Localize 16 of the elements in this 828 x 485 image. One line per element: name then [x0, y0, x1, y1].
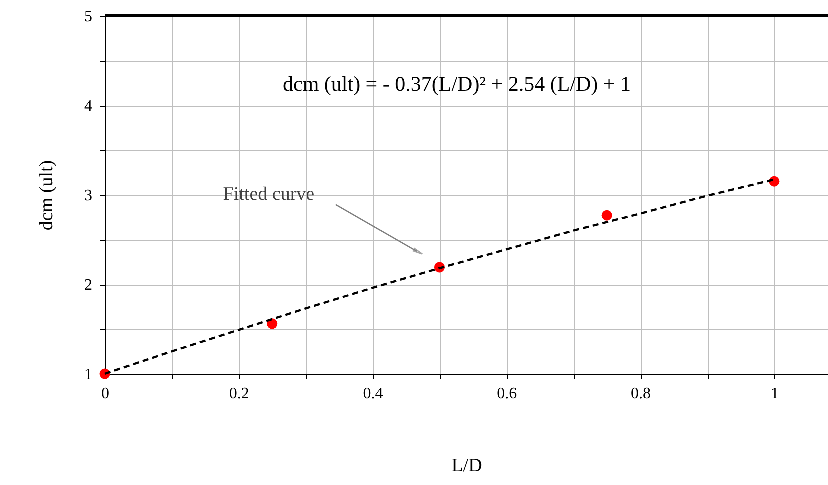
annotation: Fitted curve	[223, 184, 315, 206]
y-tick-label: 5	[84, 8, 92, 26]
x-tick-label: 0.2	[229, 386, 250, 402]
point	[602, 210, 612, 221]
y-tick-label: 3	[84, 188, 92, 204]
x-tick-label: 0	[102, 386, 110, 402]
y-tick-label: 2	[84, 277, 92, 294]
y-axis-title: dcm (ult)	[36, 160, 58, 231]
x-tick-label: 0.4	[363, 386, 384, 402]
x-tick-label: 1	[770, 386, 779, 402]
x-tick-label: 0.8	[631, 386, 652, 402]
x-tick-label: 0.6	[497, 386, 518, 402]
y-tick-label: 1	[84, 366, 92, 384]
x-axis-title: L/D	[452, 456, 482, 476]
y-tick-label: 4	[84, 98, 92, 115]
annotation: dcm (ult) = - 0.37(L/D)² + 2.54 (L/D) + 1	[283, 72, 632, 96]
